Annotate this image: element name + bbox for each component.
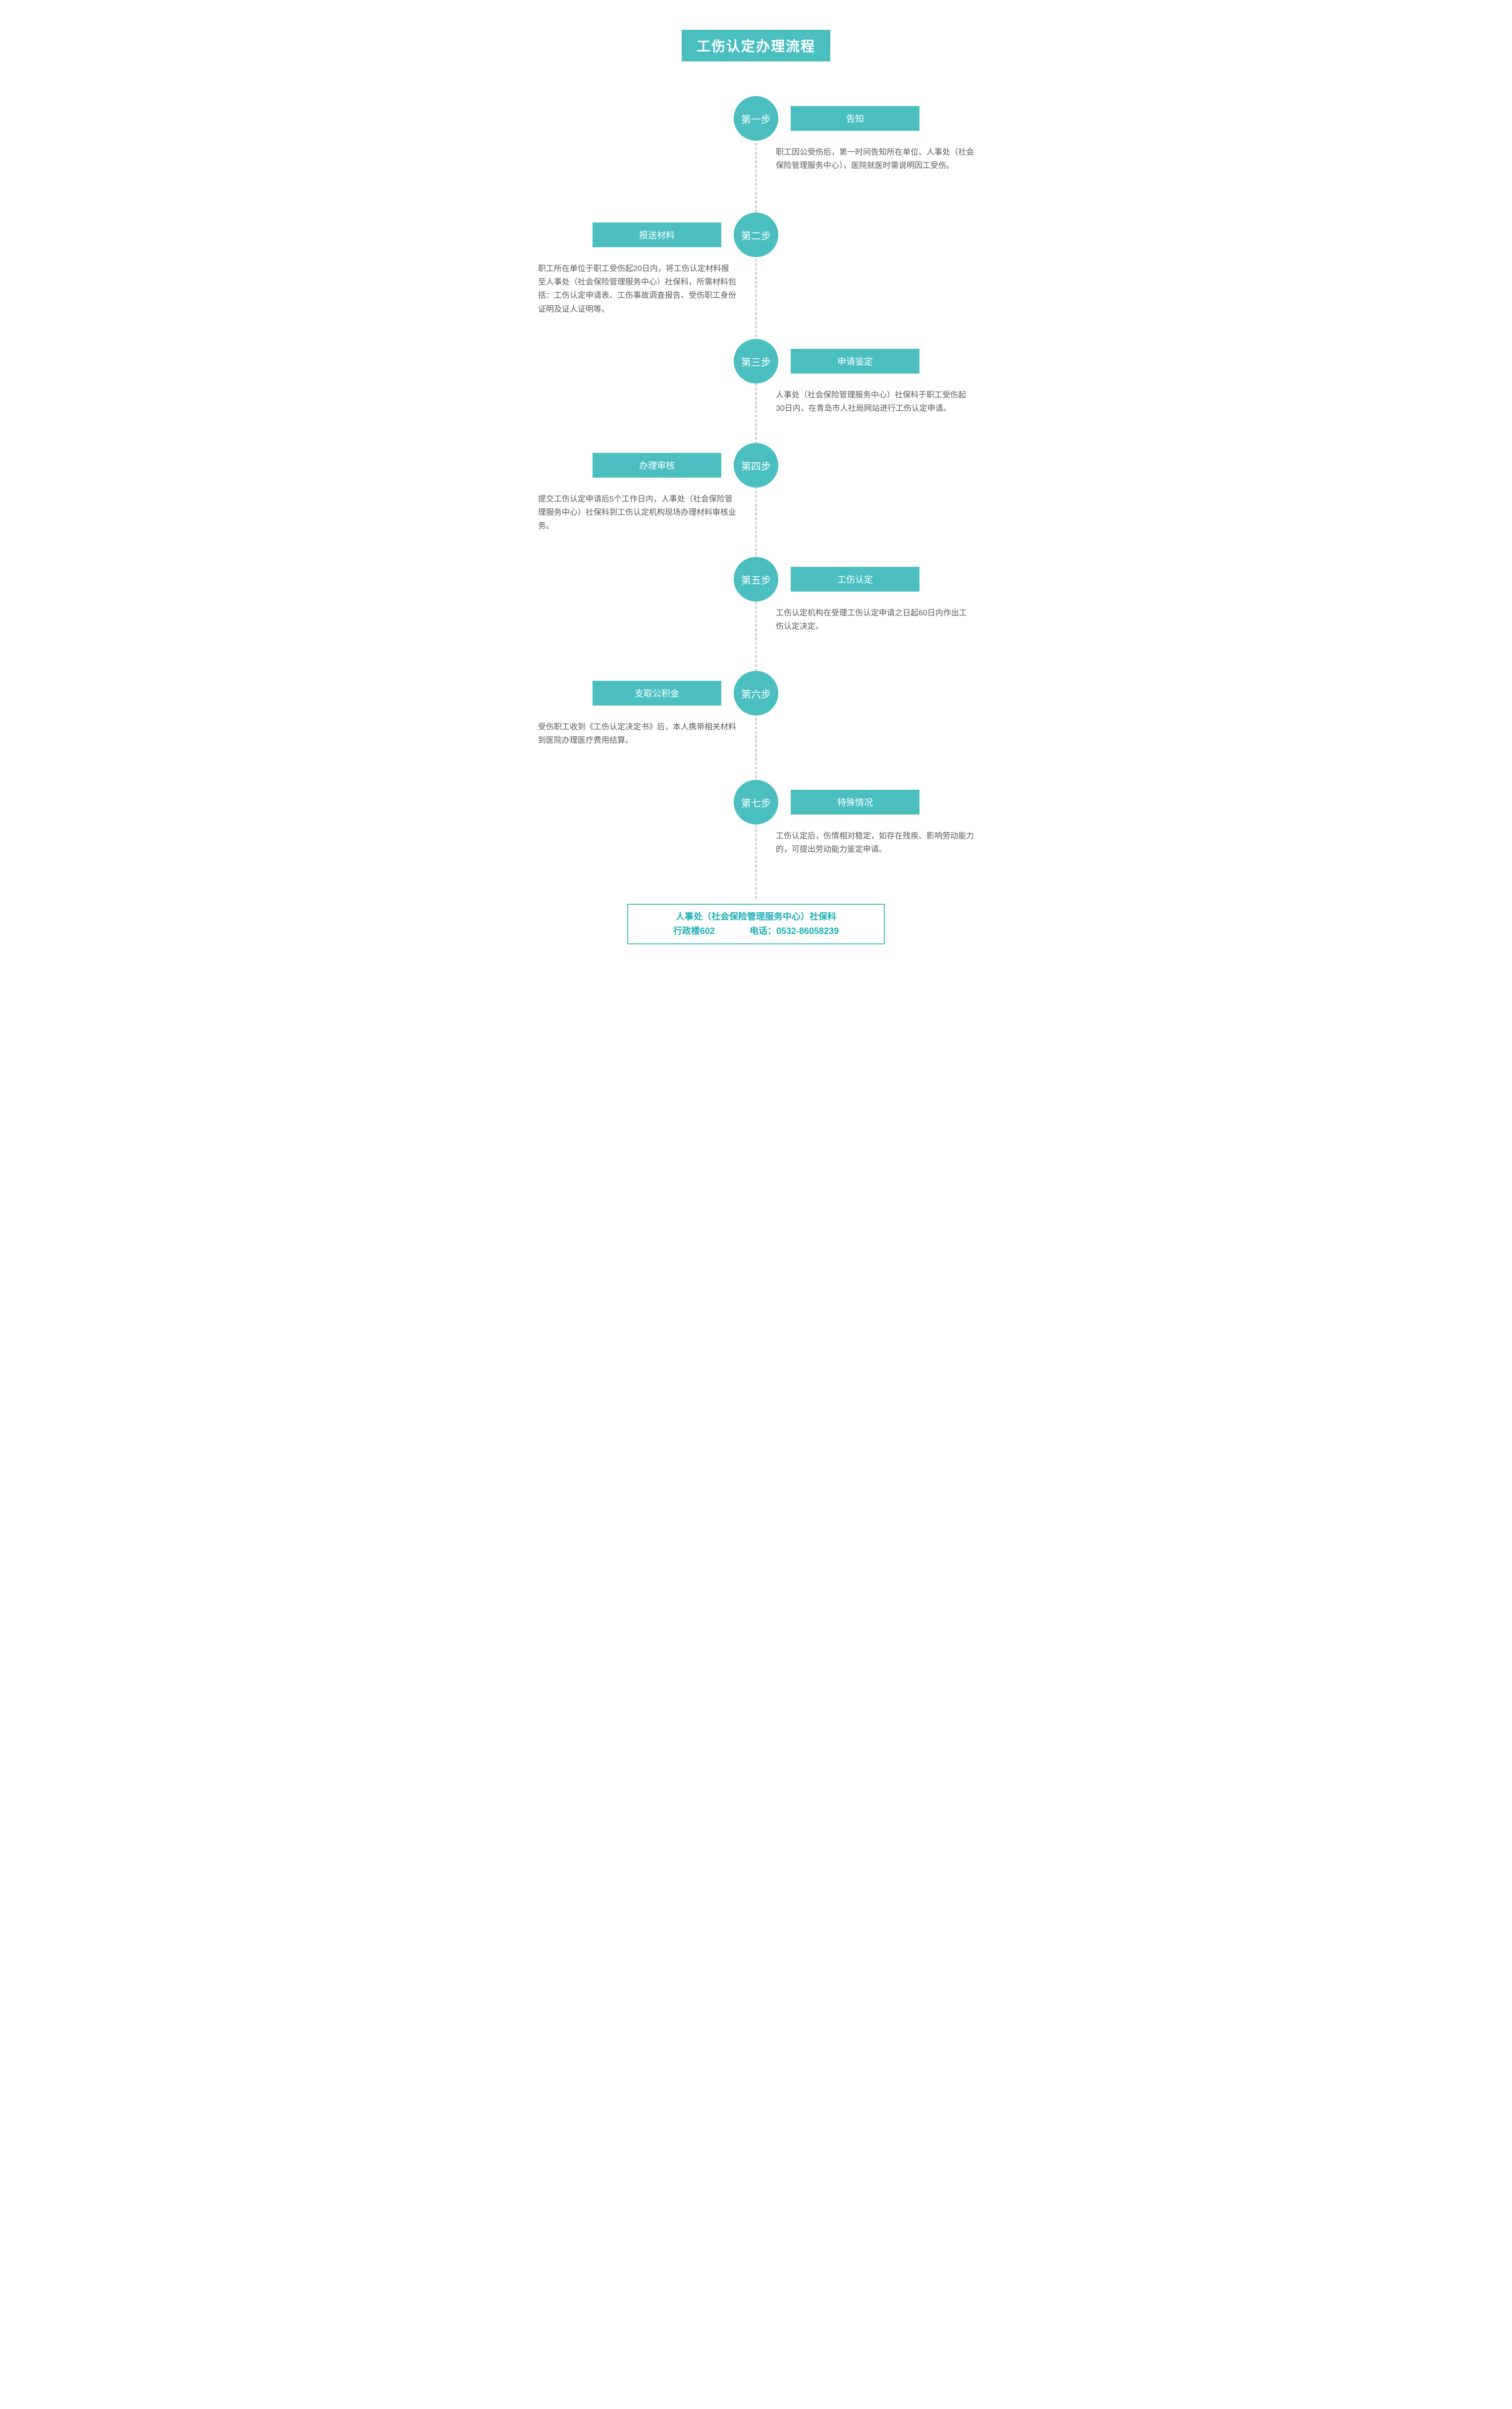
step-circle: 第三步 <box>734 339 778 383</box>
step-4: 第四步办理审核提交工伤认定申请后5个工作日内，人事处（社会保险管理服务中心）社保… <box>518 443 994 557</box>
footer-dept: 人事处（社会保险管理服务中心）社保科 <box>638 910 874 924</box>
step-3: 第三步申请鉴定人事处（社会保险管理服务中心）社保科于职工受伤起30日内，在青岛市… <box>518 339 994 443</box>
step-6: 第六步支取公积金受伤职工收到《工伤认定决定书》后，本人携带相关材料到医院办理医疗… <box>518 671 994 780</box>
step-label: 告知 <box>791 106 919 131</box>
step-circle: 第二步 <box>734 213 778 257</box>
step-circle: 第五步 <box>734 557 778 602</box>
footer-contact-box: 人事处（社会保险管理服务中心）社保科 行政楼602 电话：0532-860582… <box>627 904 885 944</box>
step-circle: 第六步 <box>734 671 778 715</box>
step-circle: 第七步 <box>734 780 778 824</box>
step-description: 工伤认定机构在受理工伤认定申请之日起60日内作出工伤认定决定。 <box>776 606 974 633</box>
step-label: 申请鉴定 <box>791 349 919 374</box>
step-label: 办理审核 <box>593 453 721 478</box>
step-1: 第一步告知职工因公受伤后，第一时间告知所在单位、人事处（社会保险管理服务中心），… <box>518 96 994 213</box>
step-description: 职工因公受伤后，第一时间告知所在单位、人事处（社会保险管理服务中心），医院就医时… <box>776 146 974 172</box>
step-circle: 第一步 <box>734 96 778 141</box>
footer-location: 行政楼602 <box>673 924 715 938</box>
page-title: 工伤认定办理流程 <box>682 30 830 61</box>
step-description: 工伤认定后，伤情相对稳定，如存在残疾、影响劳动能力的，可提出劳动能力鉴定申请。 <box>776 829 974 856</box>
step-label: 报送材料 <box>593 222 721 247</box>
footer-contact-row: 行政楼602 电话：0532-86058239 <box>638 924 874 938</box>
step-description: 提交工伤认定申请后5个工作日内，人事处（社会保险管理服务中心）社保科到工伤认定机… <box>538 493 736 533</box>
flowchart-container: 工伤认定办理流程 第一步告知职工因公受伤后，第一时间告知所在单位、人事处（社会保… <box>518 30 994 944</box>
footer-phone: 电话：0532-86058239 <box>750 924 839 938</box>
step-label: 工伤认定 <box>791 567 919 592</box>
timeline: 第一步告知职工因公受伤后，第一时间告知所在单位、人事处（社会保险管理服务中心），… <box>518 96 994 899</box>
step-2: 第二步报送材料职工所在单位于职工受伤起20日内，将工伤认定材料报至人事处（社会保… <box>518 213 994 339</box>
step-label: 特殊情况 <box>791 790 919 815</box>
step-description: 人事处（社会保险管理服务中心）社保科于职工受伤起30日内，在青岛市人社局网站进行… <box>776 388 974 415</box>
step-description: 受伤职工收到《工伤认定决定书》后，本人携带相关材料到医院办理医疗费用结算。 <box>538 720 736 747</box>
step-circle: 第四步 <box>734 443 778 488</box>
step-5: 第五步工伤认定工伤认定机构在受理工伤认定申请之日起60日内作出工伤认定决定。 <box>518 557 994 671</box>
step-description: 职工所在单位于职工受伤起20日内，将工伤认定材料报至人事处（社会保险管理服务中心… <box>538 262 736 316</box>
step-label: 支取公积金 <box>593 681 721 706</box>
step-7: 第七步特殊情况工伤认定后，伤情相对稳定，如存在残疾、影响劳动能力的，可提出劳动能… <box>518 780 994 879</box>
